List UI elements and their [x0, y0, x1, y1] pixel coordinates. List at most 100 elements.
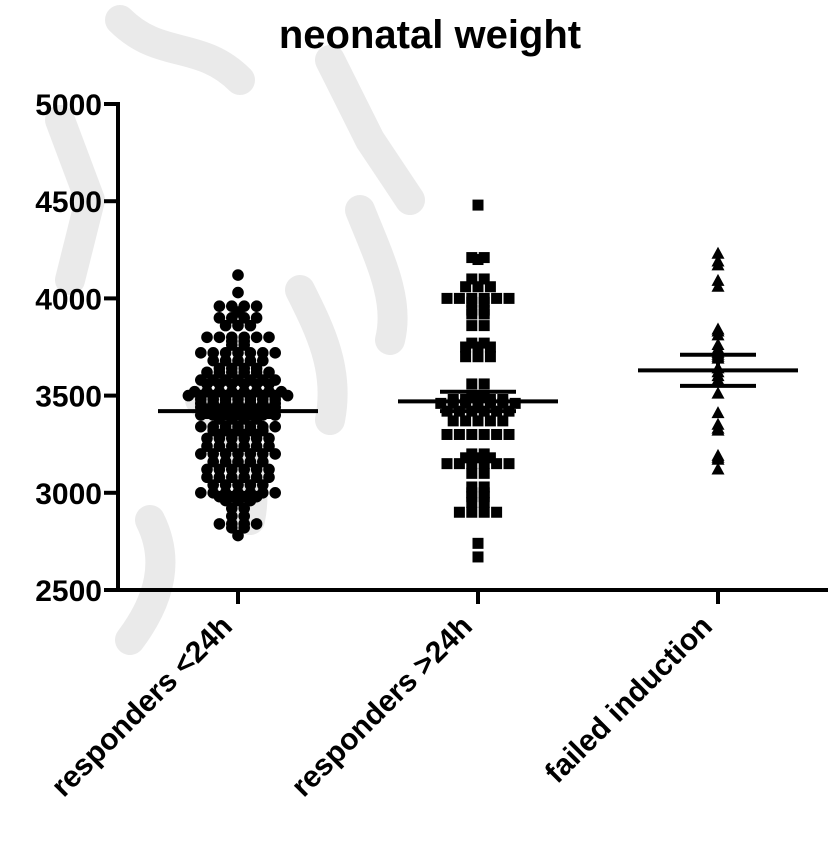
data-point-square	[503, 292, 515, 304]
data-point-circle	[244, 319, 257, 332]
data-point-square	[478, 273, 490, 285]
data-point-square	[453, 428, 465, 440]
data-point-square	[478, 428, 490, 440]
data-point-circle	[232, 269, 244, 281]
data-point-square	[484, 281, 496, 293]
data-point-circle	[219, 420, 232, 433]
data-point-square	[466, 304, 478, 316]
data-point-circle	[213, 463, 226, 476]
data-point-circle	[257, 374, 269, 386]
data-point-circle	[257, 448, 269, 460]
data-point-square	[472, 199, 484, 211]
data-point-square	[466, 292, 478, 304]
data-point-circle	[226, 300, 238, 312]
data-point-square	[472, 452, 484, 464]
data-point-circle	[250, 312, 263, 324]
data-point-circle	[263, 432, 275, 445]
data-point-square	[441, 458, 453, 470]
data-point-circle	[244, 479, 257, 491]
data-point-square	[484, 415, 496, 427]
data-point-circle	[275, 385, 288, 398]
data-point-circle	[226, 502, 238, 515]
data-point-circle	[269, 487, 282, 499]
data-point-square	[484, 341, 496, 353]
data-point-square	[472, 254, 484, 266]
data-point-circle	[207, 347, 219, 359]
data-point-triangle	[711, 273, 725, 286]
data-point-triangle	[711, 322, 725, 335]
data-point-square	[466, 428, 478, 440]
data-point-circle	[232, 448, 244, 460]
data-point-square	[460, 452, 472, 464]
data-point-circle	[207, 448, 219, 460]
y-tick-label: 2500	[35, 575, 102, 608]
chart-title: neonatal weight	[279, 13, 581, 57]
data-point-square	[466, 487, 478, 499]
data-point-triangle	[711, 417, 725, 430]
data-point-square	[466, 481, 478, 493]
data-point-circle	[238, 463, 250, 476]
data-point-circle	[201, 331, 213, 344]
data-point-square	[478, 458, 490, 470]
data-point-circle	[195, 374, 207, 386]
data-point-square	[491, 428, 503, 440]
data-point-square	[472, 351, 484, 363]
data-point-circle	[244, 374, 257, 386]
data-point-square	[478, 304, 490, 316]
data-point-circle	[244, 347, 257, 359]
data-point-circle	[219, 374, 232, 386]
data-point-square	[460, 415, 472, 427]
data-point-square	[478, 448, 490, 460]
data-point-circle	[213, 300, 226, 312]
data-point-square	[472, 551, 484, 563]
data-point-circle	[213, 312, 226, 324]
data-point-square	[478, 252, 490, 264]
data-point-square	[472, 537, 484, 549]
data-point-circle	[238, 300, 250, 312]
data-point-square	[466, 273, 478, 285]
data-point-triangle	[711, 254, 725, 267]
data-point-circle	[213, 331, 226, 344]
data-point-square	[478, 497, 490, 509]
data-point-square	[460, 351, 472, 363]
data-point-square	[466, 506, 478, 518]
data-point-circle	[195, 347, 207, 359]
data-point-square	[466, 252, 478, 264]
x-category-label: failed induction	[539, 610, 719, 790]
data-point-circle	[263, 463, 275, 476]
data-point-circle	[257, 420, 269, 433]
data-point-circle	[232, 319, 244, 332]
data-point-circle	[263, 366, 275, 379]
data-point-triangle	[711, 246, 725, 259]
data-point-circle	[219, 479, 232, 491]
data-point-square	[447, 415, 459, 427]
y-tick-label: 3000	[35, 478, 102, 511]
y-tick-label: 4000	[35, 283, 102, 316]
data-point-circle	[219, 319, 232, 332]
data-point-square	[453, 292, 465, 304]
data-point-square	[484, 452, 496, 464]
data-point-circle	[250, 300, 263, 312]
data-point-square	[466, 497, 478, 509]
data-point-square	[478, 467, 490, 479]
data-point-circle	[207, 374, 219, 386]
data-point-circle	[207, 420, 219, 433]
data-point-triangle	[711, 386, 725, 399]
data-point-circle	[250, 518, 263, 530]
data-point-circle	[219, 448, 232, 460]
y-tick-label: 4500	[35, 186, 102, 219]
data-point-circle	[269, 347, 282, 359]
data-point-circle	[195, 420, 207, 433]
data-point-circle	[263, 331, 275, 344]
data-point-square	[484, 351, 496, 363]
y-tick-label: 5000	[35, 89, 102, 122]
data-point-circle	[207, 479, 219, 491]
data-point-circle	[257, 347, 269, 359]
data-point-circle	[232, 420, 244, 433]
data-point-circle	[226, 463, 238, 476]
data-point-circle	[232, 374, 244, 386]
data-point-square	[466, 390, 478, 402]
data-point-circle	[269, 420, 282, 433]
data-point-circle	[238, 331, 250, 344]
